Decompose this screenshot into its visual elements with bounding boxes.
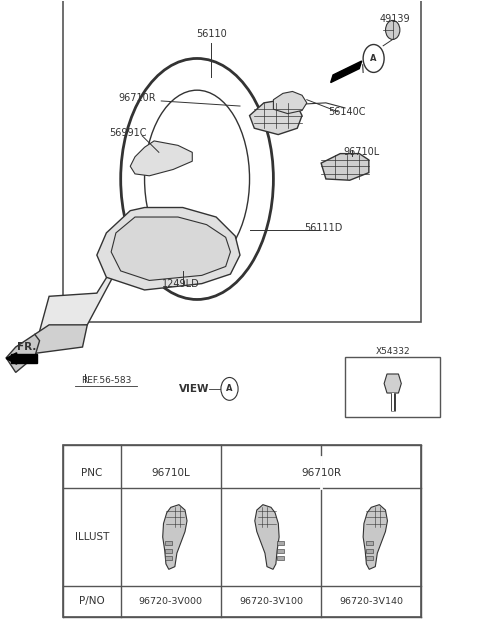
Text: 96710L: 96710L — [151, 468, 190, 478]
Text: A: A — [226, 384, 233, 394]
Text: 49139: 49139 — [380, 14, 410, 24]
Text: 96720-3V000: 96720-3V000 — [139, 597, 203, 606]
Text: 96720-3V140: 96720-3V140 — [339, 597, 403, 606]
Text: 96710L: 96710L — [344, 147, 380, 157]
Bar — [165, 549, 172, 553]
Polygon shape — [39, 201, 154, 331]
Polygon shape — [97, 208, 240, 290]
Bar — [276, 549, 284, 553]
Text: X54332: X54332 — [375, 347, 410, 356]
Circle shape — [385, 20, 400, 39]
Bar — [165, 541, 172, 545]
Polygon shape — [250, 100, 302, 134]
Text: 96710R: 96710R — [301, 468, 341, 478]
Bar — [276, 556, 284, 560]
Text: REF.56-583: REF.56-583 — [81, 376, 132, 385]
Text: FR.: FR. — [16, 342, 36, 352]
Polygon shape — [163, 505, 187, 569]
Bar — [63, 0, 421, 322]
Polygon shape — [274, 92, 307, 113]
Text: 56110: 56110 — [196, 29, 227, 39]
Polygon shape — [6, 334, 39, 373]
Polygon shape — [321, 154, 369, 180]
Text: 1249LD: 1249LD — [161, 278, 199, 289]
Text: ILLUST: ILLUST — [75, 532, 109, 542]
Text: 56111D: 56111D — [304, 224, 343, 233]
Polygon shape — [255, 505, 279, 569]
Ellipse shape — [144, 90, 250, 268]
Text: VIEW: VIEW — [179, 384, 209, 394]
Text: 96720-3V100: 96720-3V100 — [239, 597, 303, 606]
Polygon shape — [111, 217, 230, 280]
Circle shape — [363, 45, 384, 73]
Polygon shape — [363, 505, 387, 569]
Bar — [366, 549, 373, 553]
Polygon shape — [35, 325, 87, 354]
Bar — [165, 556, 172, 560]
Text: 96710R: 96710R — [119, 93, 156, 103]
Bar — [63, 445, 421, 617]
Text: P/NO: P/NO — [79, 596, 105, 606]
Polygon shape — [130, 141, 192, 176]
Polygon shape — [11, 354, 37, 363]
Text: A: A — [371, 54, 377, 63]
Polygon shape — [331, 61, 362, 83]
Bar — [366, 556, 373, 560]
Text: PNC: PNC — [82, 468, 103, 478]
Bar — [366, 541, 373, 545]
Bar — [276, 541, 284, 545]
Polygon shape — [384, 374, 401, 393]
Text: 56991C: 56991C — [109, 127, 146, 138]
Circle shape — [221, 378, 238, 400]
Bar — [345, 357, 441, 417]
Text: 56140C: 56140C — [329, 107, 366, 117]
Polygon shape — [6, 353, 17, 364]
